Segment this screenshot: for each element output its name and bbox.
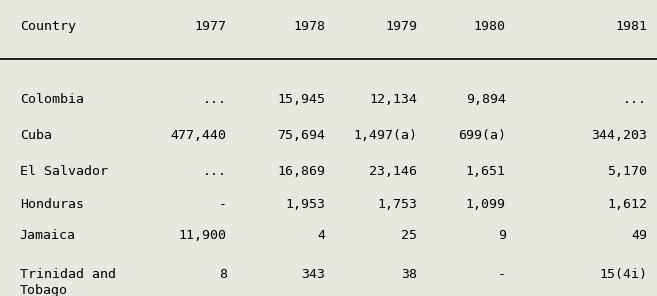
Text: Cuba: Cuba bbox=[20, 129, 52, 142]
Text: 38: 38 bbox=[401, 268, 417, 281]
Text: Jamaica: Jamaica bbox=[20, 229, 76, 242]
Text: 1980: 1980 bbox=[474, 20, 506, 33]
Text: 12,134: 12,134 bbox=[369, 93, 417, 106]
Text: El Salvador: El Salvador bbox=[20, 165, 108, 178]
Text: Trinidad and
Tobago: Trinidad and Tobago bbox=[20, 268, 116, 296]
Text: 1,651: 1,651 bbox=[466, 165, 506, 178]
Text: ...: ... bbox=[623, 93, 647, 106]
Text: 1977: 1977 bbox=[194, 20, 227, 33]
Text: 1981: 1981 bbox=[615, 20, 647, 33]
Text: 477,440: 477,440 bbox=[171, 129, 227, 142]
Text: 1978: 1978 bbox=[293, 20, 325, 33]
Text: 15(4i): 15(4i) bbox=[599, 268, 647, 281]
Text: 11,900: 11,900 bbox=[179, 229, 227, 242]
Text: 699(a): 699(a) bbox=[458, 129, 506, 142]
Text: 1,497(a): 1,497(a) bbox=[353, 129, 417, 142]
Text: -: - bbox=[219, 198, 227, 211]
Text: 8: 8 bbox=[219, 268, 227, 281]
Text: -: - bbox=[498, 268, 506, 281]
Text: Country: Country bbox=[20, 20, 76, 33]
Text: 1,953: 1,953 bbox=[285, 198, 325, 211]
Text: 23,146: 23,146 bbox=[369, 165, 417, 178]
Text: ...: ... bbox=[202, 93, 227, 106]
Text: 4: 4 bbox=[317, 229, 325, 242]
Text: 1,612: 1,612 bbox=[607, 198, 647, 211]
Text: 16,869: 16,869 bbox=[277, 165, 325, 178]
Text: 344,203: 344,203 bbox=[591, 129, 647, 142]
Text: Honduras: Honduras bbox=[20, 198, 83, 211]
Text: 1,753: 1,753 bbox=[377, 198, 417, 211]
Text: 1,099: 1,099 bbox=[466, 198, 506, 211]
Text: 15,945: 15,945 bbox=[277, 93, 325, 106]
Text: ...: ... bbox=[202, 165, 227, 178]
Text: 25: 25 bbox=[401, 229, 417, 242]
Text: 9: 9 bbox=[498, 229, 506, 242]
Text: 9,894: 9,894 bbox=[466, 93, 506, 106]
Text: 49: 49 bbox=[631, 229, 647, 242]
Text: 75,694: 75,694 bbox=[277, 129, 325, 142]
Text: 343: 343 bbox=[301, 268, 325, 281]
Text: 5,170: 5,170 bbox=[607, 165, 647, 178]
Text: Colombia: Colombia bbox=[20, 93, 83, 106]
Text: 1979: 1979 bbox=[385, 20, 417, 33]
